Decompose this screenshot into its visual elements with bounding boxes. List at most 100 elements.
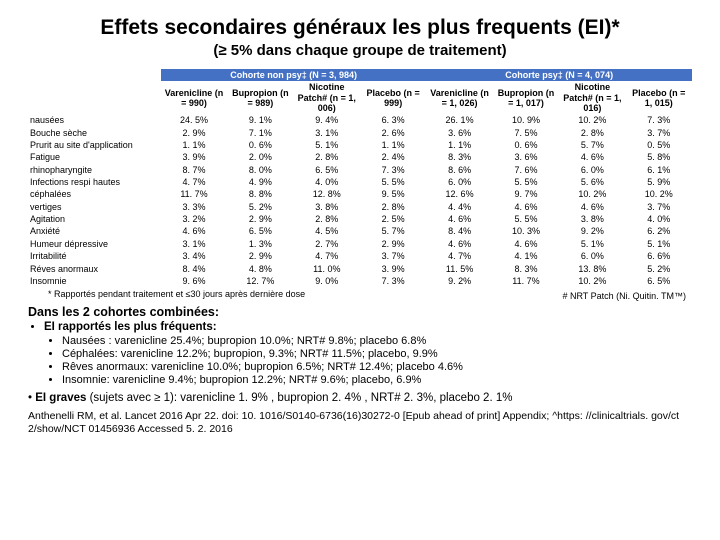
cell-value: 11. 0% — [294, 263, 360, 275]
cell-value: 1. 1% — [426, 139, 492, 151]
cell-value: 8. 3% — [426, 151, 492, 163]
cell-value: 9. 7% — [493, 188, 559, 200]
table-row: Irritabilité3. 4%2. 9%4. 7%3. 7%4. 7%4. … — [28, 250, 692, 262]
cell-value: 4. 6% — [493, 238, 559, 250]
cell-value: 5. 5% — [493, 213, 559, 225]
cell-value: 10. 2% — [559, 188, 625, 200]
cell-value: 8. 8% — [227, 188, 293, 200]
table-row: nausées24. 5%9. 1%9. 4%6. 3%26. 1%10. 9%… — [28, 114, 692, 126]
table-row: Réves anormaux8. 4%4. 8%11. 0%3. 9%11. 5… — [28, 263, 692, 275]
cell-value: 9. 0% — [294, 275, 360, 287]
row-label: Insomnie — [28, 275, 161, 287]
cell-value: 2. 9% — [161, 127, 227, 139]
cell-value: 8. 7% — [161, 164, 227, 176]
table-row: Bouche sèche2. 9%7. 1%3. 1%2. 6%3. 6%7. … — [28, 127, 692, 139]
cell-value: 4. 9% — [227, 176, 293, 188]
cell-value: 5. 5% — [360, 176, 426, 188]
frequent-label-text: EI rapportés les plus fréquents: — [44, 321, 217, 333]
cell-value: 4. 0% — [294, 176, 360, 188]
list-item: Rêves anormaux: varenicline 10.0%; bupro… — [62, 361, 692, 373]
cell-value: 2. 8% — [294, 151, 360, 163]
cell-value: 5. 1% — [559, 238, 625, 250]
cell-value: 7. 6% — [493, 164, 559, 176]
cell-value: 12. 6% — [426, 188, 492, 200]
cell-value: 0. 6% — [493, 139, 559, 151]
cell-value: 2. 4% — [360, 151, 426, 163]
table-row: Insomnie9. 6%12. 7%9. 0%7. 3%9. 2%11. 7%… — [28, 275, 692, 287]
cell-value: 3. 1% — [161, 238, 227, 250]
cell-value: 7. 3% — [360, 275, 426, 287]
cell-value: 5. 6% — [559, 176, 625, 188]
cell-value: 4. 6% — [161, 225, 227, 237]
serious-label: EI graves — [35, 392, 86, 404]
table-row: Prurit au site d'application1. 1%0. 6%5.… — [28, 139, 692, 151]
row-label: Humeur dépressive — [28, 238, 161, 250]
cell-value: 4. 4% — [426, 201, 492, 213]
cell-value: 6. 0% — [559, 164, 625, 176]
cell-value: 3. 6% — [426, 127, 492, 139]
table-row: Anxiété4. 6%6. 5%4. 5%5. 7%8. 4%10. 3%9.… — [28, 225, 692, 237]
cell-value: 3. 7% — [626, 127, 692, 139]
cell-value: 5. 2% — [626, 263, 692, 275]
cell-value: 4. 8% — [227, 263, 293, 275]
cell-value: 7. 3% — [360, 164, 426, 176]
cell-value: 4. 7% — [426, 250, 492, 262]
cell-value: 10. 2% — [559, 275, 625, 287]
row-label: Prurit au site d'application — [28, 139, 161, 151]
cell-value: 5. 5% — [493, 176, 559, 188]
cell-value: 7. 1% — [227, 127, 293, 139]
cell-value: 2. 7% — [294, 238, 360, 250]
frequent-label: EI rapportés les plus fréquents: Nausées… — [44, 321, 692, 386]
cell-value: 9. 2% — [426, 275, 492, 287]
row-label: Infections respi hautes — [28, 176, 161, 188]
table-row: Agitation3. 2%2. 9%2. 8%2. 5%4. 6%5. 5%3… — [28, 213, 692, 225]
cell-value: 12. 8% — [294, 188, 360, 200]
col-header: Nicotine Patch# (n = 1, 016) — [559, 81, 625, 114]
cell-value: 26. 1% — [426, 114, 492, 126]
cell-value: 9. 4% — [294, 114, 360, 126]
cell-value: 8. 3% — [493, 263, 559, 275]
cell-value: 6. 5% — [227, 225, 293, 237]
list-item: Céphalées: varenicline 12.2%; bupropion,… — [62, 348, 692, 360]
cell-value: 10. 3% — [493, 225, 559, 237]
reference: Anthenelli RM, et al. Lancet 2016 Apr 22… — [28, 410, 692, 436]
cell-value: 10. 2% — [559, 114, 625, 126]
row-label: vertiges — [28, 201, 161, 213]
cell-value: 2. 8% — [360, 201, 426, 213]
table-row: Humeur dépressive3. 1%1. 3%2. 7%2. 9%4. … — [28, 238, 692, 250]
cell-value: 2. 0% — [227, 151, 293, 163]
cell-value: 3. 7% — [360, 250, 426, 262]
page-subtitle: (≥ 5% dans chaque groupe de traitement) — [28, 42, 692, 59]
cell-value: 11. 7% — [493, 275, 559, 287]
cell-value: 2. 9% — [227, 213, 293, 225]
group-header-nonpsy: Cohorte non psy‡ (N = 3, 984) — [161, 69, 427, 81]
cell-value: 3. 9% — [161, 151, 227, 163]
cell-value: 3. 6% — [493, 151, 559, 163]
cell-value: 4. 6% — [426, 213, 492, 225]
list-item: Insomnie: varenicline 9.4%; bupropion 12… — [62, 374, 692, 386]
row-label: Anxiété — [28, 225, 161, 237]
row-label: céphalées — [28, 188, 161, 200]
cell-value: 11. 5% — [426, 263, 492, 275]
cell-value: 2. 9% — [360, 238, 426, 250]
row-label: Fatigue — [28, 151, 161, 163]
cell-value: 3. 9% — [360, 263, 426, 275]
cell-value: 4. 7% — [294, 250, 360, 262]
cell-value: 2. 8% — [294, 213, 360, 225]
cell-value: 3. 4% — [161, 250, 227, 262]
cell-value: 10. 9% — [493, 114, 559, 126]
cell-value: 2. 9% — [227, 250, 293, 262]
cell-value: 6. 5% — [626, 275, 692, 287]
cell-value: 8. 6% — [426, 164, 492, 176]
row-label: rhinopharyngite — [28, 164, 161, 176]
col-header: Varenicline (n = 1, 026) — [426, 81, 492, 114]
col-header: Placebo (n = 999) — [360, 81, 426, 114]
cell-value: 8. 4% — [426, 225, 492, 237]
cell-value: 0. 6% — [227, 139, 293, 151]
cell-value: 4. 6% — [559, 151, 625, 163]
cell-value: 4. 6% — [559, 201, 625, 213]
cell-value: 2. 6% — [360, 127, 426, 139]
cell-value: 10. 2% — [626, 188, 692, 200]
cell-value: 8. 0% — [227, 164, 293, 176]
row-label: nausées — [28, 114, 161, 126]
